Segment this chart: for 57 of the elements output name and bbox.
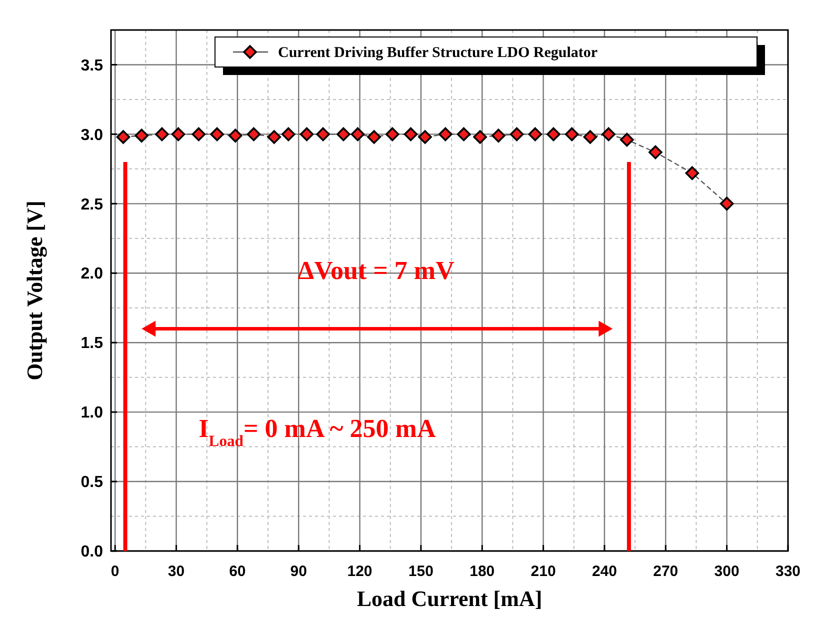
x-tick-label: 240 bbox=[592, 563, 617, 580]
x-axis-title: Load Current [mA] bbox=[356, 586, 542, 611]
point bbox=[620, 132, 634, 147]
y-tick-label: 0.0 bbox=[80, 544, 104, 561]
y-tick-label: 3.0 bbox=[80, 126, 104, 144]
x-tick-label: 180 bbox=[470, 563, 495, 580]
y-tick-label: 0.5 bbox=[80, 474, 104, 492]
point bbox=[316, 127, 330, 142]
x-tick-label: 90 bbox=[290, 563, 307, 580]
x-tick-label: 0 bbox=[110, 563, 120, 580]
point bbox=[418, 130, 432, 144]
point bbox=[134, 128, 148, 142]
point bbox=[116, 130, 130, 144]
x-tick-label: 330 bbox=[775, 563, 801, 580]
point bbox=[367, 130, 381, 144]
point bbox=[456, 127, 471, 142]
point bbox=[602, 127, 616, 142]
x-tick-label: 300 bbox=[714, 563, 740, 580]
point bbox=[300, 127, 314, 142]
point bbox=[350, 127, 365, 142]
y-tick-label: 2.0 bbox=[80, 266, 104, 283]
x-tick-label: 60 bbox=[229, 563, 246, 580]
point bbox=[246, 127, 261, 142]
annotation: I$_{Load}$= 0 mA ~ 250 mA bbox=[198, 414, 436, 450]
point bbox=[210, 127, 224, 142]
point bbox=[438, 127, 452, 142]
point bbox=[510, 127, 524, 142]
point bbox=[528, 127, 542, 142]
point bbox=[492, 128, 506, 142]
point bbox=[564, 127, 579, 142]
y-tick-label: 1.5 bbox=[80, 335, 104, 352]
annotation: ΔVout = 7 mV bbox=[298, 256, 455, 286]
point bbox=[267, 130, 282, 144]
x-tick-label: 270 bbox=[653, 563, 678, 580]
point bbox=[228, 128, 242, 142]
point bbox=[282, 127, 296, 142]
legend-label: Current Driving Buffer Structure LDO Regulator bbox=[278, 45, 598, 61]
point bbox=[192, 127, 206, 142]
point bbox=[648, 145, 662, 160]
x-tick-label: 30 bbox=[168, 563, 185, 580]
point bbox=[386, 127, 400, 142]
point bbox=[171, 127, 186, 142]
y-tick-label: 2.5 bbox=[80, 196, 104, 214]
y-tick-label: 3.5 bbox=[80, 57, 104, 74]
point bbox=[155, 127, 169, 142]
point bbox=[336, 127, 350, 142]
point bbox=[685, 166, 700, 180]
y-tick-label: 1.0 bbox=[80, 404, 104, 422]
point bbox=[404, 127, 418, 142]
point bbox=[720, 196, 734, 211]
x-tick-label: 120 bbox=[347, 563, 372, 580]
x-tick-label: 210 bbox=[530, 563, 556, 580]
point bbox=[473, 130, 487, 144]
x-tick-label: 150 bbox=[408, 563, 434, 580]
point bbox=[583, 130, 598, 144]
y-axis-title: Output Voltage [V] bbox=[22, 200, 47, 380]
point bbox=[546, 127, 560, 142]
